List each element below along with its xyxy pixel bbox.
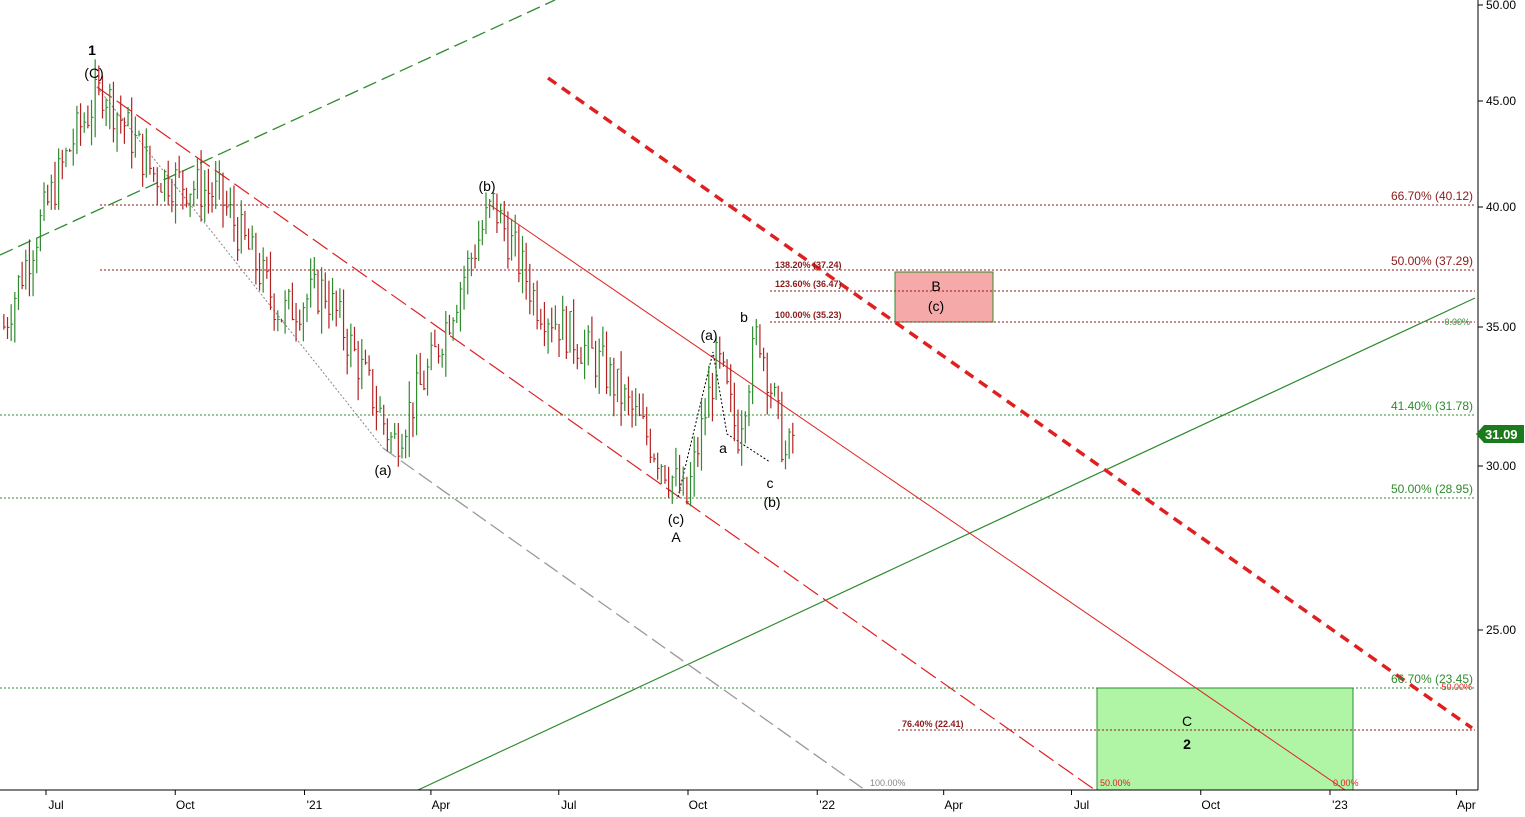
- fib-inner-123: 123.60% (36.47): [775, 279, 842, 289]
- target-zones: [894, 271, 1354, 791]
- wave-label-b-2021: (b): [478, 178, 495, 194]
- trend-lines: [0, 0, 1476, 791]
- price-tick-label-25: 25.00: [1486, 623, 1516, 637]
- time-tick-label: '23: [1332, 798, 1348, 812]
- wave-label-c-low: (c): [668, 511, 684, 527]
- wave-label-2: 2: [1183, 736, 1191, 752]
- fib-lines: [0, 204, 1475, 731]
- current-price-tag: [1476, 425, 1524, 443]
- fib-label-37-29: 50.00% (37.29): [1391, 254, 1473, 268]
- fib-label-23-45: 66.70% (23.45): [1391, 672, 1473, 686]
- time-tick-label: Oct: [689, 798, 708, 812]
- fib-inner-76: 76.40% (22.41): [902, 719, 964, 729]
- wave-label-small-b: b: [740, 309, 748, 325]
- wave-labels: 1 (C) (a) (b) (c) A (a) a b c (b) B (c) …: [84, 42, 1192, 752]
- price-tick-label-30: 30.00: [1486, 459, 1516, 473]
- small-labels: 0.00% 50.00% 100.00% 50.00% 0.00%: [870, 317, 1472, 788]
- fib-label-28-95: 50.00% (28.95): [1391, 482, 1473, 496]
- price-tick-35: 35.00: [1478, 320, 1516, 334]
- fib-label-31-78: 41.40% (31.78): [1391, 399, 1473, 413]
- small-label-0-top: 0.00%: [1444, 317, 1470, 327]
- red-solid-channel-line: [489, 204, 1346, 791]
- time-tick-label: Apr: [944, 798, 963, 812]
- price-tick-45: 45.00: [1478, 94, 1516, 108]
- price-tick-40: 40.00: [1478, 200, 1516, 214]
- price-tick-label-35: 35.00: [1486, 320, 1516, 334]
- small-label-50-right: 50.00%: [1441, 682, 1472, 692]
- wave-label-B: B: [931, 278, 940, 294]
- price-axis: 50.00 45.00 40.00 35.00 30.00 25.00 31.0…: [1476, 0, 1524, 790]
- wave-label-b-dec: (b): [763, 494, 780, 510]
- green-support-trendline: [417, 297, 1476, 791]
- wave-label-A: A: [671, 529, 681, 545]
- wave-label-a-oct: (a): [700, 327, 717, 343]
- grey-dotted-line: [96, 86, 384, 449]
- price-tick-label-45: 45.00: [1486, 94, 1516, 108]
- time-axis: Jul Oct '21 Apr Jul Oct '22 Apr Jul Oct '23 Apr: [0, 789, 1478, 812]
- time-tick-label: Apr: [1457, 798, 1476, 812]
- zone-c-box: [1096, 687, 1354, 791]
- wave-sketch-line: [677, 351, 771, 498]
- small-label-100: 100.00%: [870, 778, 906, 788]
- zone-b-box: [894, 271, 994, 323]
- fib-labels-inner: 138.20% (37.24) 123.60% (36.47) 100.00% …: [775, 260, 964, 729]
- wave-label-c-zone: (c): [928, 298, 944, 314]
- wave-label-small-c: c: [767, 475, 774, 491]
- price-tick-25: 25.00: [1478, 623, 1516, 637]
- wave-label-a-2021: (a): [374, 462, 391, 478]
- price-tick-30: 30.00: [1478, 459, 1516, 473]
- grey-dashed-line: [382, 447, 866, 791]
- red-thick-dashed-line: [546, 76, 1474, 730]
- small-label-50-bottom: 50.00%: [1100, 778, 1131, 788]
- fib-inner-138: 138.20% (37.24): [775, 260, 842, 270]
- time-tick-label: Jul: [1074, 798, 1089, 812]
- red-dashed-channel-line: [96, 86, 1096, 791]
- time-tick-label: '22: [819, 798, 835, 812]
- fib-labels-right: 66.70% (40.12) 50.00% (37.29) 41.40% (31…: [1391, 189, 1473, 686]
- wave-label-C-top: (C): [84, 65, 103, 81]
- time-tick-label: Jul: [561, 798, 576, 812]
- time-tick-label: Apr: [432, 798, 451, 812]
- current-price-label: 31.09: [1485, 427, 1518, 442]
- time-tick-label: '21: [307, 798, 323, 812]
- time-tick-label: Oct: [1201, 798, 1220, 812]
- wave-label-small-a: a: [719, 440, 727, 456]
- ohlc-bars: [3, 59, 795, 507]
- green-dashed-trendline: [0, 0, 556, 256]
- wave-label-1: 1: [88, 42, 96, 58]
- price-tick-label-50: 50.00: [1486, 0, 1516, 12]
- fib-inner-100: 100.00% (35.23): [775, 310, 842, 320]
- fib-label-40-12: 66.70% (40.12): [1391, 189, 1473, 203]
- small-label-0-bottom: 0.00%: [1333, 778, 1359, 788]
- price-tick-label-40: 40.00: [1486, 200, 1516, 214]
- time-tick-label: Oct: [176, 798, 195, 812]
- price-tick-50: 50.00: [1478, 0, 1516, 12]
- time-tick-label: Jul: [48, 798, 63, 812]
- wave-label-C: C: [1182, 713, 1192, 729]
